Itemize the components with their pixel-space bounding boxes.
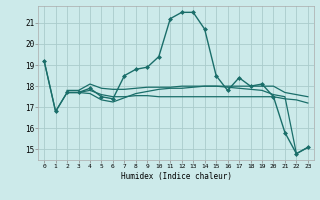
X-axis label: Humidex (Indice chaleur): Humidex (Indice chaleur): [121, 172, 231, 181]
